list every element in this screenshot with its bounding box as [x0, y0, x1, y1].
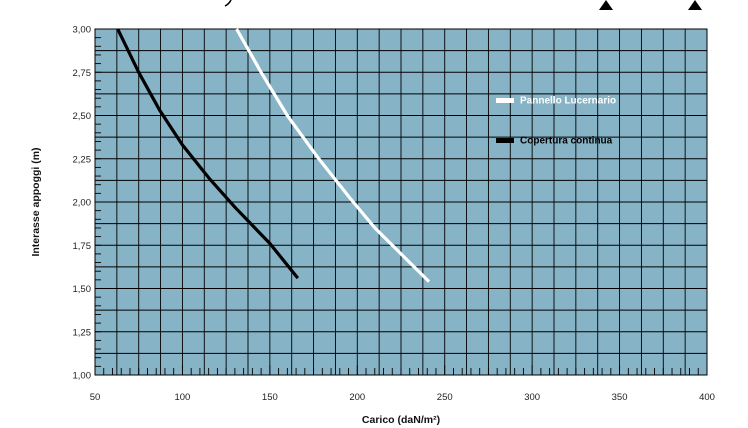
x-tick-labels: 50 100 150 200 250 300 350 400: [90, 392, 715, 403]
y-tick-label: 1,75: [73, 241, 92, 252]
y-tick-label: 2,75: [73, 68, 92, 79]
x-tick-label: 400: [699, 392, 715, 403]
y-tick-label: 1,25: [73, 327, 92, 338]
series-lines: [116, 28, 431, 283]
y-tick-label: 2,50: [73, 111, 92, 122]
y-tick-label: 2,00: [73, 198, 92, 209]
x-tick-label: 150: [262, 392, 278, 403]
x-tick-label: 350: [612, 392, 628, 403]
series-line-pannello-lucernario: [235, 28, 431, 283]
legend-label: Pannello Lucernario: [520, 96, 616, 107]
y-tick-labels: 1,00 1,25 1,50 1,75 2,00 2,25 2,50 2,75 3,00: [73, 25, 92, 382]
x-tick-label: 100: [174, 392, 190, 403]
minor-ticks: [94, 28, 708, 376]
decorative-triangle-mark: [688, 0, 702, 10]
legend-swatch: [496, 98, 514, 103]
x-tick-label: 200: [349, 392, 365, 403]
y-tick-label: 3,00: [73, 25, 92, 36]
series-line-copertura-continua: [116, 28, 300, 280]
legend: Pannello Lucernario Copertura continua: [496, 96, 616, 147]
x-axis-title: Carico (daN/m²): [362, 414, 440, 426]
y-axis-title: Interasse appoggi (m): [30, 147, 42, 256]
y-tick-label: 2,25: [73, 154, 92, 165]
decorative-stroke-mark: [224, 0, 232, 7]
legend-label: Copertura continua: [520, 136, 613, 147]
y-tick-label: 1,00: [73, 371, 92, 382]
x-tick-label: 250: [437, 392, 453, 403]
y-tick-label: 1,50: [73, 284, 92, 295]
x-tick-label: 300: [524, 392, 540, 403]
legend-swatch: [496, 138, 514, 143]
decorative-marks: [224, 0, 702, 10]
x-tick-label: 50: [90, 392, 101, 403]
decorative-triangle-mark: [599, 0, 613, 10]
